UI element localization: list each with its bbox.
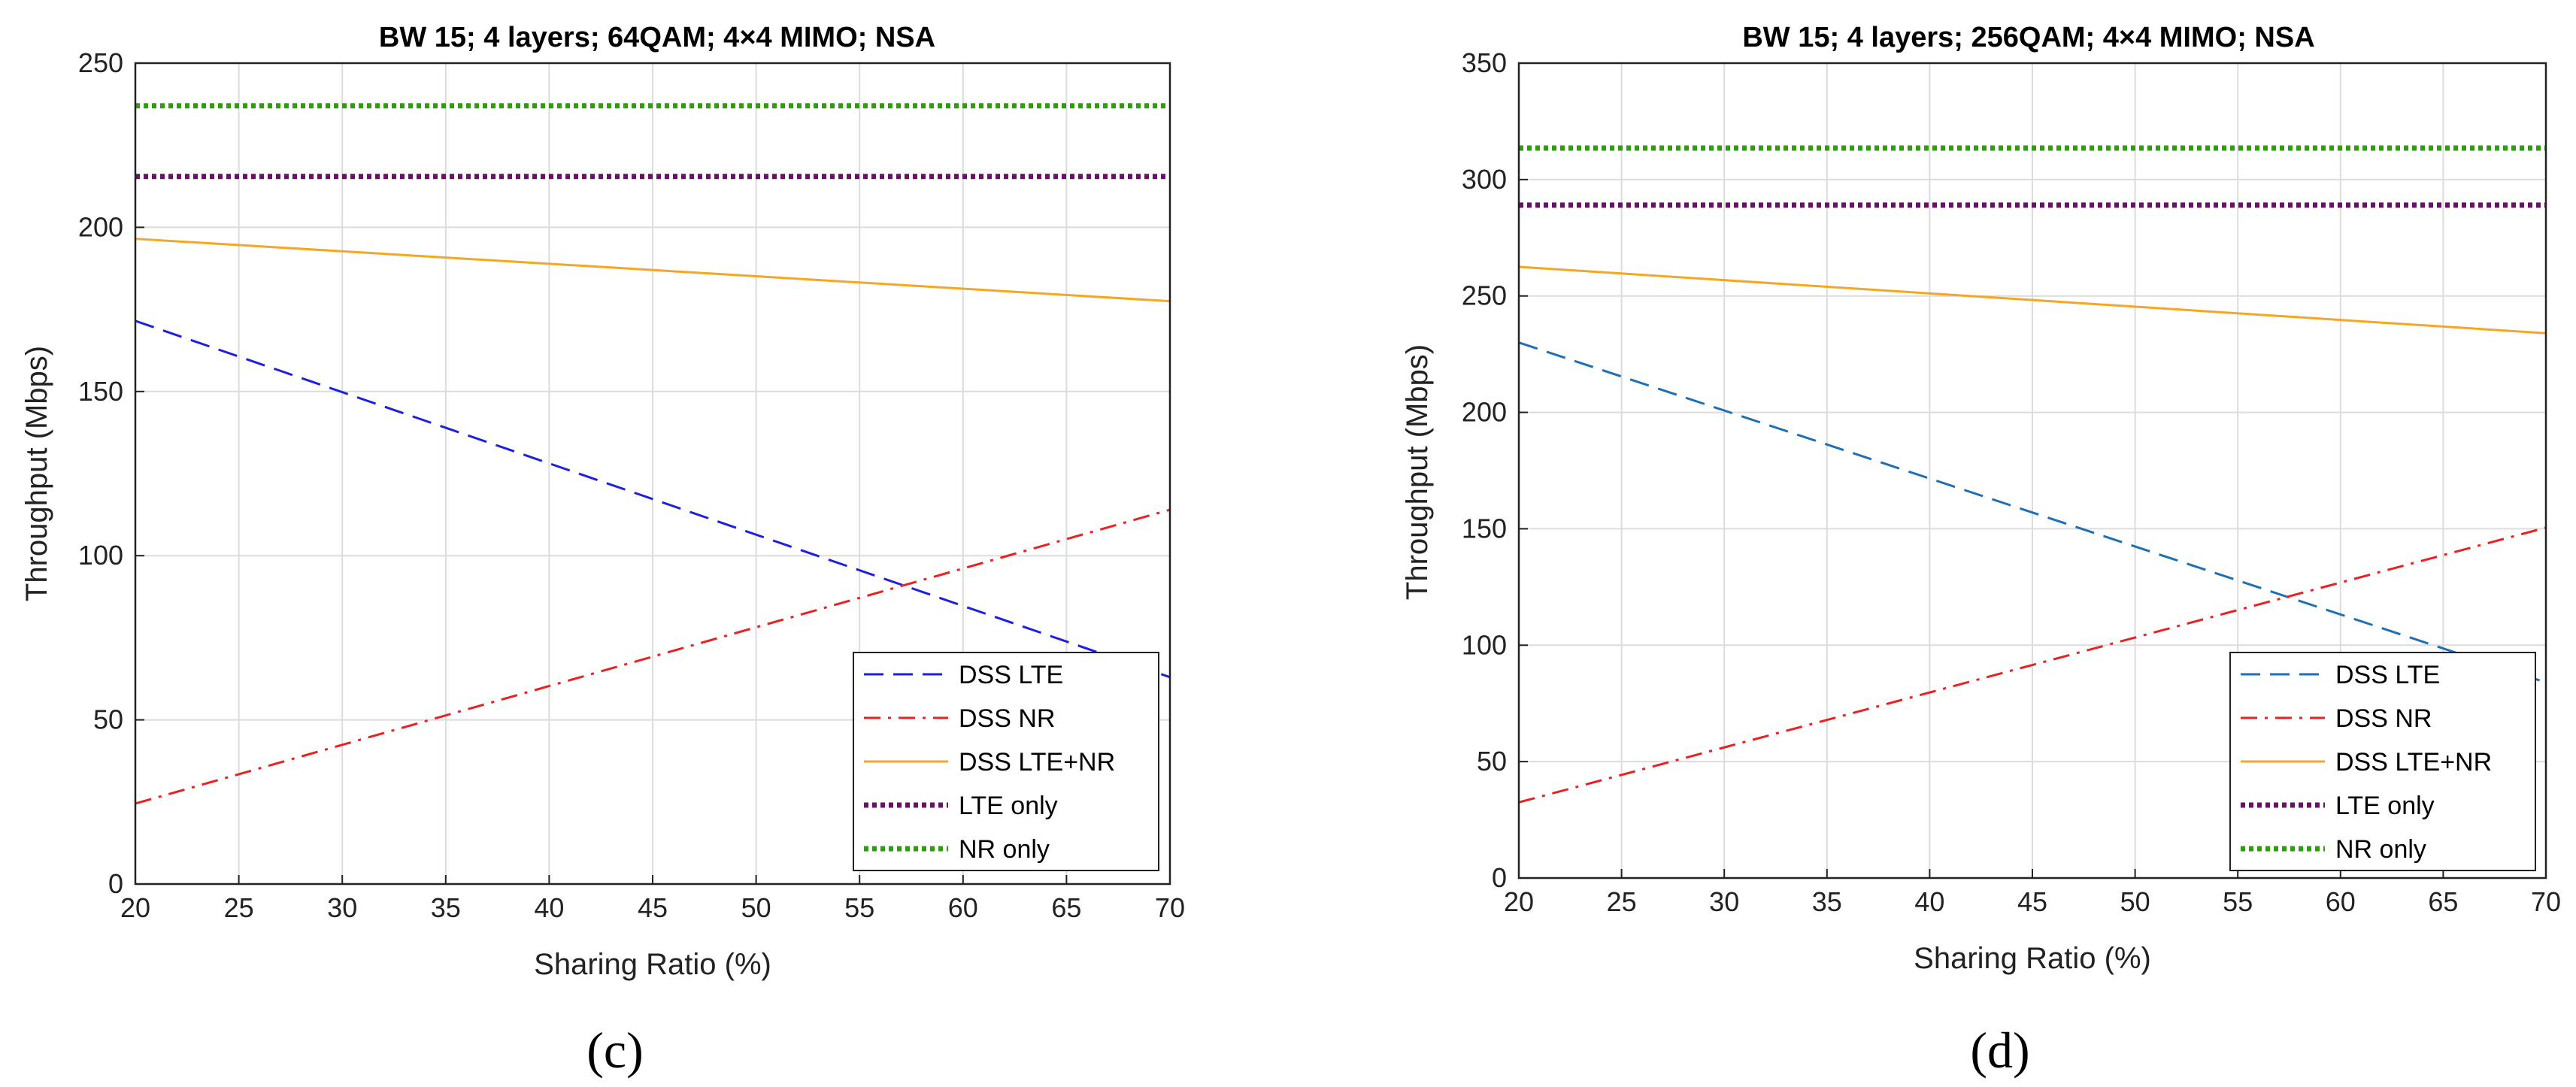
legend-label: LTE only [959,792,1058,820]
x-tick-label: 30 [327,892,357,923]
x-axis-label: Sharing Ratio (%) [1914,942,2151,975]
legend: DSS LTE DSS NR DSS LTE+NR LTE only NR only [853,652,1159,871]
legend-label: DSS LTE+NR [959,748,1115,777]
legend-label: DSS NR [2335,704,2432,733]
y-axis-label: Throughput (Mbps) [20,346,53,601]
x-tick-label: 65 [2428,886,2458,917]
x-tick-label: 20 [1504,886,1534,917]
series [135,103,1171,805]
legend: DSS LTE DSS NR DSS LTE+NR LTE only NR only [2229,652,2536,871]
legend-label: NR only [2335,835,2426,864]
panel-label-c: (c) [586,1022,643,1079]
series-line-dss-lte [1518,341,2547,684]
x-tick-label: 70 [1155,892,1185,923]
y-tick-label: 150 [1462,513,1507,544]
x-tick-label: 50 [2120,886,2150,917]
panel-label-d: (d) [1970,1022,2029,1079]
chart-title: BW 15; 4 layers; 256QAM; 4×4 MIMO; NSA [1742,22,2314,53]
y-tick-label: 350 [1462,47,1507,78]
x-tick-label: 55 [2223,886,2253,917]
series-line-dss-lte [135,319,1171,679]
x-tick-label: 35 [431,892,461,923]
x-tick-label: 65 [1051,892,1081,923]
x-tick-label: 60 [948,892,978,923]
legend-label: DSS NR [959,704,1055,733]
legend-label: DSS LTE [959,661,1063,689]
series-line-dss-lte-nr [135,238,1171,303]
legend-label: LTE only [2335,792,2435,820]
y-tick-label: 250 [78,47,123,78]
x-tick-label: 20 [120,892,150,923]
x-tick-label: 40 [534,892,564,923]
x-axis-label: Sharing Ratio (%) [534,948,771,981]
series-line-dss-nr [135,508,1171,805]
y-tick-label: 300 [1462,164,1507,195]
y-tick-label: 50 [1477,746,1507,777]
y-tick-label: 200 [78,211,123,242]
y-tick-label: 250 [1462,280,1507,311]
x-tick-label: 70 [2531,886,2561,917]
x-tick-label: 55 [844,892,874,923]
legend-label: DSS LTE [2335,661,2440,689]
y-tick-label: 150 [78,376,123,407]
legend-label: NR only [959,835,1050,864]
x-tick-label: 60 [2326,886,2356,917]
x-tick-label: 40 [1914,886,1944,917]
y-tick-label: 200 [1462,397,1507,428]
y-tick-label: 0 [1492,862,1507,893]
x-tick-label: 45 [2017,886,2047,917]
chart-panel-c: BW 15; 4 layers; 64QAM; 4×4 MIMO; NSA 20… [20,22,1185,1079]
y-axis-label: Throughput (Mbps) [1401,344,1434,600]
axis-ticks: 20 25 30 35 40 45 50 55 60 65 70 0 50 100 150 200 250 [78,47,1185,923]
y-tick-label: 50 [93,704,123,735]
series [1518,145,2547,804]
x-tick-label: 45 [638,892,668,923]
x-tick-label: 30 [1709,886,1739,917]
y-tick-label: 100 [1462,629,1507,660]
x-tick-label: 25 [224,892,254,923]
chart-panel-d: BW 15; 4 layers; 256QAM; 4×4 MIMO; NSA 2… [1401,22,2561,1079]
x-tick-label: 25 [1607,886,1637,917]
y-tick-label: 0 [108,868,123,899]
y-tick-label: 100 [78,540,123,571]
x-tick-label: 35 [1812,886,1842,917]
series-line-dss-nr [1518,526,2547,804]
chart-title: BW 15; 4 layers; 64QAM; 4×4 MIMO; NSA [379,22,935,53]
series-line-dss-lte-nr [1518,265,2547,335]
x-tick-label: 50 [741,892,771,923]
axis-ticks: 20 25 30 35 40 45 50 55 60 65 70 0 50 100 150 200 250 300… [1462,47,2561,917]
legend-label: DSS LTE+NR [2335,748,2492,777]
